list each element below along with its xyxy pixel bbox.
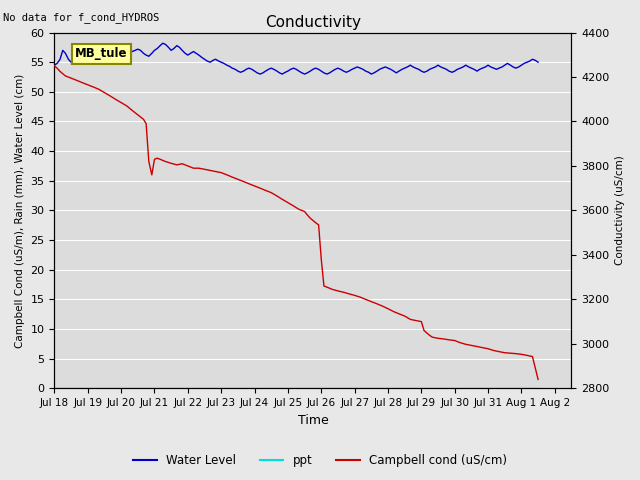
Legend: Water Level, ppt, Campbell cond (uS/cm): Water Level, ppt, Campbell cond (uS/cm) <box>128 449 512 472</box>
Text: No data for f_cond_HYDROS: No data for f_cond_HYDROS <box>3 12 159 23</box>
X-axis label: Time: Time <box>298 414 328 427</box>
Text: MB_tule: MB_tule <box>75 48 127 60</box>
Title: Conductivity: Conductivity <box>265 15 361 30</box>
Y-axis label: Campbell Cond (uS/m), Rain (mm), Water Level (cm): Campbell Cond (uS/m), Rain (mm), Water L… <box>15 73 25 348</box>
Y-axis label: Conductivity (uS/cm): Conductivity (uS/cm) <box>615 156 625 265</box>
